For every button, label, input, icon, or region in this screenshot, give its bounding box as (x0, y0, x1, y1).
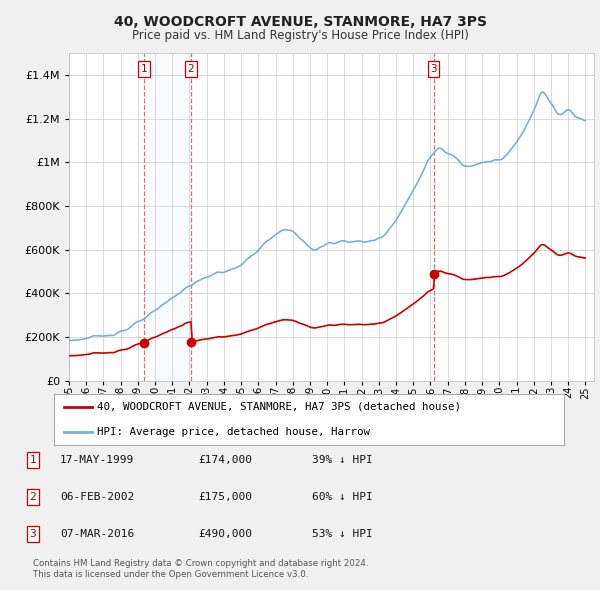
Text: 40, WOODCROFT AVENUE, STANMORE, HA7 3PS (detached house): 40, WOODCROFT AVENUE, STANMORE, HA7 3PS … (97, 402, 461, 411)
Text: 17-MAY-1999: 17-MAY-1999 (60, 455, 134, 465)
Text: 60% ↓ HPI: 60% ↓ HPI (312, 492, 373, 502)
Bar (145, 53, 191, 381)
Text: Contains HM Land Registry data © Crown copyright and database right 2024.: Contains HM Land Registry data © Crown c… (33, 559, 368, 568)
Text: £490,000: £490,000 (198, 529, 252, 539)
Text: 2: 2 (29, 492, 37, 502)
Text: 07-MAR-2016: 07-MAR-2016 (60, 529, 134, 539)
Text: £174,000: £174,000 (198, 455, 252, 465)
Text: This data is licensed under the Open Government Licence v3.0.: This data is licensed under the Open Gov… (33, 571, 308, 579)
Text: 1: 1 (141, 64, 148, 74)
Text: Price paid vs. HM Land Registry's House Price Index (HPI): Price paid vs. HM Land Registry's House … (131, 30, 469, 42)
Text: HPI: Average price, detached house, Harrow: HPI: Average price, detached house, Harr… (97, 428, 370, 437)
Text: 3: 3 (29, 529, 37, 539)
Text: 06-FEB-2002: 06-FEB-2002 (60, 492, 134, 502)
Text: 2: 2 (188, 64, 194, 74)
Text: 40, WOODCROFT AVENUE, STANMORE, HA7 3PS: 40, WOODCROFT AVENUE, STANMORE, HA7 3PS (113, 15, 487, 29)
Text: 1: 1 (29, 455, 37, 465)
Text: 3: 3 (430, 64, 437, 74)
Text: £175,000: £175,000 (198, 492, 252, 502)
Text: 39% ↓ HPI: 39% ↓ HPI (312, 455, 373, 465)
Text: 53% ↓ HPI: 53% ↓ HPI (312, 529, 373, 539)
